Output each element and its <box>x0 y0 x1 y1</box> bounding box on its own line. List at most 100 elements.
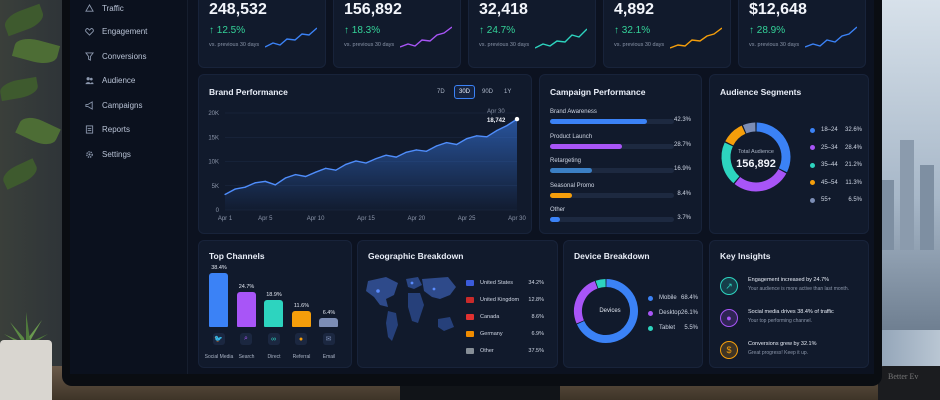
donut-segment[interactable] <box>595 279 606 289</box>
campaign-progress-fill <box>550 168 593 173</box>
range-90d-button[interactable]: 90D <box>482 89 494 95</box>
brand-performance-chart[interactable]: 0 5K 10K 15K 20K Apr 1 Apr 5 Apr 10 Apr 15 Apr 20… <box>199 75 533 235</box>
kpi-sparkline <box>805 26 857 48</box>
country-percent: 34.2% <box>528 280 544 286</box>
data-point <box>355 160 357 162</box>
tooltip-date: Apr 30 <box>487 109 505 115</box>
data-point <box>284 177 287 179</box>
sidebar-item-conversions[interactable]: Conversions <box>84 48 146 64</box>
flag-icon <box>466 348 474 354</box>
donut-segment[interactable] <box>734 168 787 192</box>
kpi-card-revenue[interactable]: $12,648 ↑ 28.9% vs. previous 30 days <box>738 0 866 68</box>
dashboard-screen: Traffic Engagement Conversions Audience <box>70 0 874 374</box>
flag-icon <box>466 314 474 320</box>
kpi-subtitle: vs. previous 30 days <box>344 42 395 48</box>
legend-item: Tablet 5.5% <box>648 325 698 331</box>
donut-segment[interactable] <box>756 122 791 173</box>
donut-segment[interactable] <box>574 281 598 324</box>
donut-center-label: Total Audience <box>738 149 774 155</box>
device-donut-chart[interactable] <box>570 271 650 355</box>
geo-row[interactable]: United Kingdom 12.8% <box>466 295 544 305</box>
insight-item[interactable]: ↗ Engagement increased by 24.7% Your audie… <box>720 277 862 299</box>
x-tick-label: Apr 1 <box>218 216 233 222</box>
sidebar-item-traffic[interactable]: Traffic <box>84 0 124 16</box>
campaign-progress-track <box>550 168 674 173</box>
campaign-percent: 28.7% <box>673 141 691 148</box>
sidebar-item-label: Conversions <box>102 51 147 61</box>
data-point <box>405 151 407 153</box>
sidebar-item-reports[interactable]: Reports <box>84 121 130 137</box>
data-point <box>486 136 488 138</box>
legend-value: 21.2% <box>844 162 862 168</box>
data-point <box>315 171 317 173</box>
sidebar-item-campaigns[interactable]: Campaigns <box>84 97 142 113</box>
country-label: United Kingdom <box>480 297 520 303</box>
legend-value: 68.4% <box>680 295 698 301</box>
insight-item[interactable]: $ Conversions grew by 32.1% Great progress… <box>720 341 862 363</box>
donut-segment[interactable] <box>725 125 746 146</box>
legend-label: 55+ <box>821 197 832 203</box>
kpi-subtitle: vs. previous 30 days <box>749 42 800 48</box>
tooltip-value: 18,742 <box>487 118 506 124</box>
geo-row[interactable]: Canada 8.6% <box>466 312 544 322</box>
sidebar-item-label: Traffic <box>102 3 124 13</box>
channel-bar[interactable] <box>319 318 338 327</box>
audience-donut-chart[interactable] <box>714 105 798 209</box>
country-label: Canada <box>480 314 500 320</box>
plant-pot <box>0 340 52 400</box>
geo-row[interactable]: United States 34.2% <box>466 278 544 288</box>
monitor: Traffic Engagement Conversions Audience <box>62 0 882 386</box>
kpi-card-traffic[interactable]: 248,532 ↑ 12.5% vs. previous 30 days <box>198 0 326 68</box>
legend-swatch <box>810 127 815 133</box>
mug-text: Better Ev <box>888 372 919 381</box>
people-icon <box>84 75 94 85</box>
world-map[interactable] <box>364 271 460 357</box>
data-point <box>506 125 508 127</box>
donut-segment[interactable] <box>742 122 756 134</box>
donut-segment[interactable] <box>721 142 740 184</box>
data-point <box>234 188 236 190</box>
data-point <box>466 138 468 140</box>
data-point <box>435 145 438 147</box>
insight-item[interactable]: ● Social media drives 38.4% of traffic You… <box>720 309 862 331</box>
geo-row[interactable]: Other 37.5% <box>466 346 544 356</box>
highlight-point[interactable] <box>514 116 520 122</box>
people-icon: ● <box>295 333 307 345</box>
kpi-card-leads[interactable]: 4,892 ↑ 32.1% vs. previous 30 days <box>603 0 731 68</box>
sidebar-item-engagement[interactable]: Engagement <box>84 23 147 39</box>
channel-label: Email <box>322 354 336 360</box>
data-point <box>395 156 397 158</box>
campaign-progress-track <box>550 192 674 198</box>
search-icon: ⌕ <box>240 333 252 345</box>
country-percent: 8.6% <box>531 314 544 320</box>
key-insights-card: Key Insights ↗ Engagement increased by 24… <box>709 240 869 368</box>
kpi-card-conversions[interactable]: 32,418 ↑ 24.7% vs. previous 30 days <box>468 0 596 68</box>
campaign-progress-fill <box>550 217 560 222</box>
donut-center-value: 156,892 <box>736 158 776 170</box>
sidebar-item-label: Settings <box>102 149 131 159</box>
range-1y-button[interactable]: 1Y <box>504 89 512 95</box>
legend-value: 5.5% <box>684 325 698 331</box>
card-title: Top Channels <box>209 251 265 261</box>
range-30d-button[interactable]: 30D <box>454 85 476 99</box>
sidebar-item-settings[interactable]: Settings <box>84 146 131 162</box>
legend-item: 25–34 28.4% <box>810 145 862 151</box>
channel-bar[interactable] <box>291 310 311 327</box>
range-7d-button[interactable]: 7D <box>437 89 445 95</box>
legend-label: 18–24 <box>821 127 838 133</box>
channel-bar[interactable] <box>264 300 283 327</box>
card-title: Key Insights <box>720 251 771 261</box>
data-point <box>365 162 367 164</box>
sidebar-item-audience[interactable]: Audience <box>84 72 135 88</box>
geo-row[interactable]: Germany 6.9% <box>466 329 544 339</box>
insight-title: Social media drives 38.4% of traffic <box>748 309 834 315</box>
campaign-progress-track <box>550 217 674 222</box>
legend-swatch <box>810 197 815 203</box>
mail-icon: ✉ <box>322 333 335 345</box>
channel-bar[interactable] <box>236 292 256 327</box>
kpi-card-engagement[interactable]: 156,892 ↑ 18.3% vs. previous 30 days <box>333 0 461 68</box>
donut-segment[interactable] <box>576 279 638 343</box>
data-point <box>425 150 427 152</box>
legend-item: 55+ 6.5% <box>810 197 862 203</box>
channel-bar[interactable] <box>209 273 228 327</box>
